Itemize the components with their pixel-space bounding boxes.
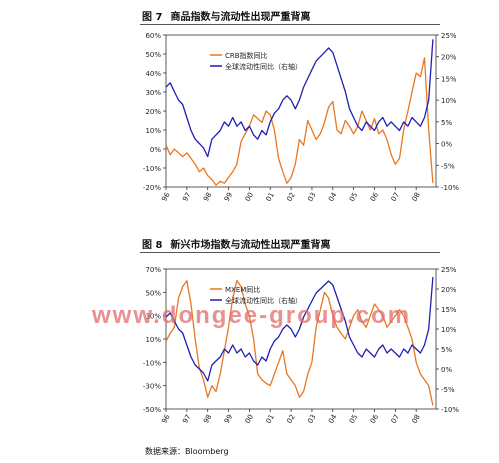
- left-axis-tick-label: 10%: [145, 127, 161, 135]
- x-axis-tick-label: 01: [265, 191, 276, 203]
- x-axis-tick-label: 07: [390, 413, 401, 425]
- left-axis-tick-label: -10%: [143, 359, 161, 367]
- x-axis-tick-label: 06: [369, 413, 381, 425]
- watermark: www.dongee-group.com: [92, 302, 412, 329]
- right-axis-tick-label: 25%: [441, 32, 457, 40]
- left-axis-tick-label: 30%: [145, 313, 161, 321]
- figure-7-title: 图 7 商品指数与流动性出现严重背离: [142, 8, 310, 23]
- figure-7-rule: [140, 24, 440, 25]
- x-axis-tick-label: 01: [265, 413, 276, 425]
- right-axis-tick-label: 25%: [441, 266, 457, 274]
- x-axis-tick-label: 05: [348, 413, 359, 425]
- left-axis-tick-label: 70%: [145, 266, 161, 274]
- right-axis-tick-label: 20%: [441, 286, 457, 294]
- left-axis-tick-label: 30%: [145, 89, 161, 97]
- left-axis-tick-label: 40%: [145, 70, 161, 78]
- series-line-right: [165, 276, 434, 382]
- figure-7-chart: 60% 50% 40% 30% 20% 10% 0% -10% -20% 25% 20% 15% 10%…: [143, 32, 460, 203]
- left-axis-tick-label: 10%: [145, 336, 161, 344]
- figure-8-number: 图 8: [142, 240, 163, 251]
- x-axis-tick-label: 02: [285, 191, 296, 203]
- x-axis-tick-label: 96: [160, 191, 172, 203]
- x-axis-tick-label: 03: [306, 191, 317, 203]
- legend-label: 全球流动性同比（右轴）: [225, 62, 302, 71]
- x-axis-tick-label: 03: [306, 413, 317, 425]
- right-axis-tick-label: 20%: [441, 54, 457, 62]
- x-axis-tick-label: 00: [244, 413, 255, 425]
- left-axis-tick-label: 60%: [145, 32, 161, 40]
- x-axis-tick-label: 98: [202, 413, 213, 425]
- legend-label: MXEM同比: [225, 285, 260, 294]
- left-axis-tick-label: 0%: [150, 146, 161, 154]
- right-axis-tick-label: -5%: [441, 386, 455, 394]
- right-axis-tick-label: 5%: [441, 119, 452, 127]
- x-axis-tick-label: 08: [410, 413, 421, 425]
- right-axis-tick-label: 10%: [441, 326, 457, 334]
- figure-8-chart: 70% 50% 30% 10% -10% -30% -50% 25% 20% 15% 10% 5% 0%…: [143, 266, 460, 425]
- left-axis-tick-label: -30%: [143, 383, 161, 391]
- right-axis-tick-label: 15%: [441, 75, 457, 83]
- left-axis-tick-label: -10%: [143, 165, 161, 173]
- x-axis-tick-label: 96: [160, 413, 172, 425]
- x-axis-tick-label: 08: [410, 191, 421, 203]
- right-axis-tick-label: -5%: [441, 162, 455, 170]
- left-axis-tick-label: -20%: [143, 184, 161, 192]
- right-axis-tick-label: -10%: [441, 184, 459, 192]
- figure-8-title: 图 8 新兴市场指数与流动性出现严重背离: [142, 236, 330, 251]
- x-axis-tick-label: 97: [181, 413, 192, 425]
- x-axis-tick-label: 99: [223, 413, 234, 425]
- x-axis-tick-label: 97: [181, 191, 192, 203]
- figure-8-caption: 新兴市场指数与流动性出现严重背离: [170, 240, 331, 251]
- left-axis-tick-label: 20%: [145, 108, 161, 116]
- figure-7-caption: 商品指数与流动性出现严重背离: [170, 12, 311, 23]
- x-axis-tick-label: 05: [348, 191, 359, 203]
- x-axis-tick-label: 99: [223, 191, 234, 203]
- series-line-left: [165, 280, 434, 406]
- x-axis-tick-label: 98: [202, 191, 213, 203]
- legend-label: 全球流动性同比（右轴）: [225, 296, 302, 305]
- legend-label: CRB指数同比: [225, 51, 268, 60]
- x-axis-tick-label: 06: [369, 191, 381, 203]
- x-axis-tick-label: 00: [244, 191, 255, 203]
- series-line-left: [165, 57, 434, 186]
- figure-8-rule: [140, 252, 440, 253]
- right-axis-tick-label: 0%: [441, 366, 452, 374]
- x-axis-tick-label: 04: [327, 191, 339, 203]
- left-axis-tick-label: -50%: [143, 406, 161, 414]
- figure-7-number: 图 7: [142, 12, 163, 23]
- series-line-right: [165, 39, 434, 158]
- right-axis-tick-label: 5%: [441, 346, 452, 354]
- left-axis-tick-label: 50%: [145, 51, 161, 59]
- right-axis-tick-label: 0%: [441, 141, 452, 149]
- x-axis-tick-label: 04: [327, 413, 339, 425]
- right-axis-tick-label: 15%: [441, 306, 457, 314]
- right-axis-tick-label: 10%: [441, 97, 457, 105]
- right-axis-tick-label: -10%: [441, 406, 459, 414]
- x-axis-tick-label: 02: [285, 413, 296, 425]
- data-source: 数据来源：Bloomberg: [145, 447, 229, 456]
- left-axis-tick-label: 50%: [145, 289, 161, 297]
- plot-frame: [165, 268, 437, 410]
- x-axis-tick-label: 07: [390, 191, 401, 203]
